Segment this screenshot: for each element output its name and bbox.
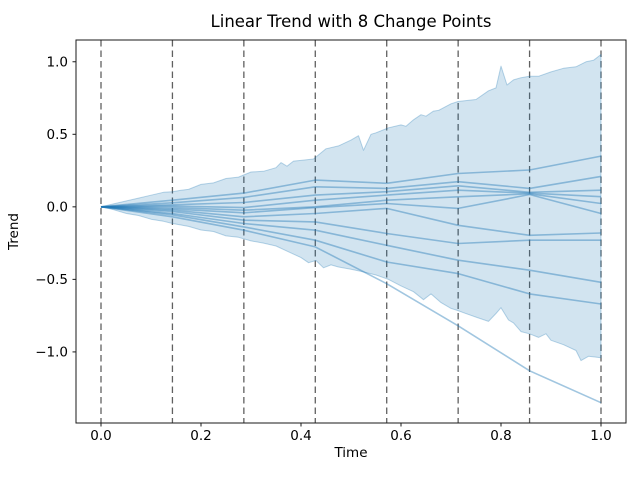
trend-sample-6 bbox=[100, 193, 602, 215]
chart-title: Linear Trend with 8 Change Points bbox=[211, 12, 492, 31]
y-axis-label: Trend bbox=[6, 213, 22, 251]
y-tick-label: 0.0 bbox=[47, 199, 68, 215]
trend-sample-5 bbox=[100, 193, 602, 211]
x-axis-label: Time bbox=[333, 445, 367, 461]
y-tick-label: 1.0 bbox=[47, 54, 68, 70]
trend-sample-11 bbox=[100, 206, 602, 404]
x-tick-label: 0.6 bbox=[390, 428, 411, 444]
x-tick-label: 0.8 bbox=[490, 428, 511, 444]
y-tick-label: 0.5 bbox=[47, 127, 68, 143]
trend-sample-10 bbox=[100, 206, 602, 305]
x-tick-label: 0.2 bbox=[190, 428, 211, 444]
plot-frame bbox=[75, 39, 627, 424]
trend-sample-3 bbox=[100, 185, 602, 208]
trend-sample-2 bbox=[100, 175, 602, 208]
y-tick-label: −1.0 bbox=[35, 344, 68, 360]
x-tick-label: 1.0 bbox=[590, 428, 611, 444]
trend-sample-1 bbox=[100, 155, 602, 208]
uncertainty-band bbox=[100, 54, 602, 362]
x-tick-label: 0.4 bbox=[290, 428, 311, 444]
x-tick-label: 0.0 bbox=[90, 428, 111, 444]
y-tick-label: −0.5 bbox=[35, 272, 68, 288]
trend-sample-9 bbox=[100, 206, 602, 284]
trend-sample-7 bbox=[100, 206, 602, 237]
trend-sample-4 bbox=[100, 189, 602, 209]
trend-sample-8 bbox=[100, 206, 601, 245]
